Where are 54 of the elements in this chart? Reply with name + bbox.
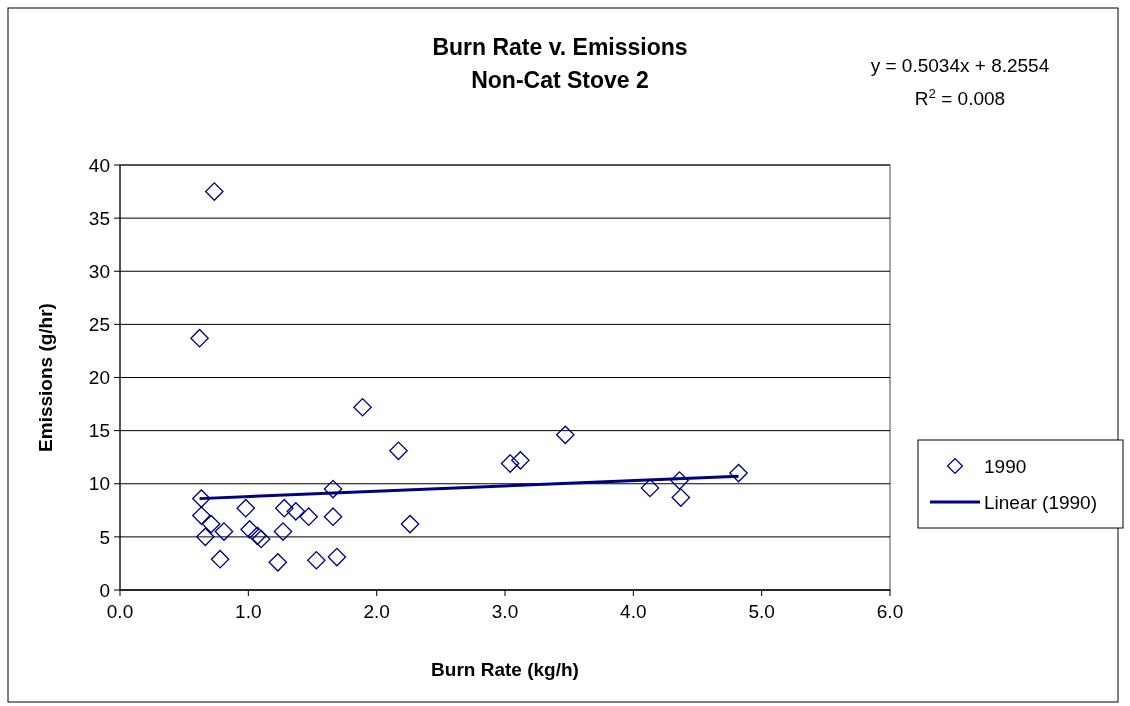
- point: [670, 471, 689, 490]
- text: y = 0.5034x + 8.2554: [870, 55, 1050, 76]
- point: [268, 553, 288, 572]
- x-tick-label: 3.0: [491, 601, 519, 622]
- point: [327, 547, 347, 567]
- y-axis-title: Emissions (g/hr): [35, 303, 56, 452]
- point: [286, 502, 306, 521]
- point: [201, 514, 221, 534]
- point: [389, 441, 408, 461]
- y-tick-label: 15: [88, 420, 110, 442]
- point: [353, 397, 372, 417]
- legend-label: Linear (1990): [984, 491, 1098, 513]
- point: [210, 549, 230, 569]
- x-axis-title: Burn Rate (kg/h): [431, 659, 579, 680]
- point: [729, 463, 748, 483]
- point: [307, 550, 326, 570]
- point: [214, 522, 234, 541]
- y-tick-label: 10: [88, 473, 110, 495]
- point: [274, 498, 294, 518]
- legend-label: 1990: [984, 455, 1027, 477]
- point: [671, 488, 691, 507]
- point: [196, 527, 215, 547]
- point: [323, 479, 343, 499]
- x-tick-label: 4.0: [620, 601, 647, 622]
- point: [248, 526, 267, 546]
- x-tick-label: 5.0: [748, 601, 775, 622]
- y-tick-label: 25: [88, 314, 110, 336]
- y-tick-label: 5: [99, 526, 110, 548]
- point: [205, 182, 224, 201]
- point: [251, 529, 271, 549]
- point: [240, 520, 259, 539]
- point: [299, 507, 318, 526]
- y-tick-label: 40: [88, 154, 110, 176]
- point: [323, 507, 343, 526]
- chart-title: Burn Rate v. Emissions Non-Cat Stove 2: [432, 34, 688, 93]
- point: [400, 514, 420, 534]
- point: [236, 498, 256, 518]
- point: [192, 506, 211, 525]
- point: [273, 522, 293, 541]
- x-tick-label: 6.0: [876, 601, 904, 622]
- y-tick-label: 0: [99, 579, 110, 601]
- point: [556, 425, 575, 445]
- y-tick-label: 30: [88, 260, 110, 282]
- x-tick-label: 0.0: [106, 601, 134, 622]
- x-tick-label: 2.0: [363, 601, 390, 622]
- point: [640, 478, 660, 498]
- y-tick-label: 35: [88, 207, 110, 229]
- text: R$^{2}$ = 0.008: [914, 85, 1006, 109]
- point: [511, 451, 530, 470]
- point: [500, 454, 520, 473]
- point: [192, 489, 211, 508]
- y-tick-label: 20: [88, 367, 110, 389]
- point: [190, 328, 209, 348]
- x-tick-label: 1.0: [235, 601, 262, 622]
